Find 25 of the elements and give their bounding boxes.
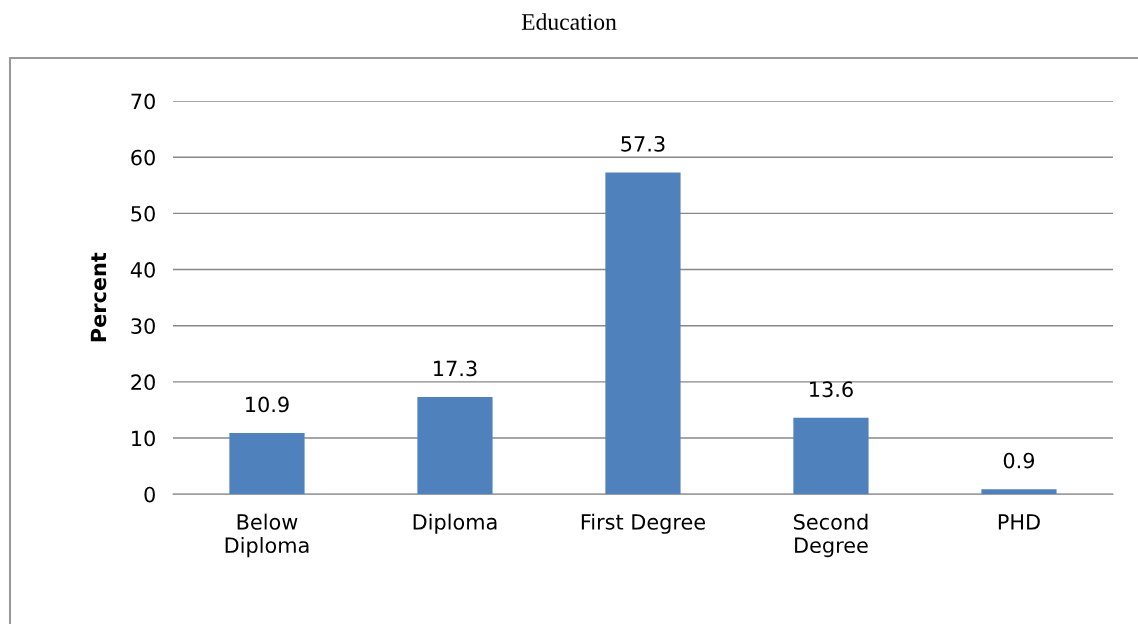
x-tick-label: Diploma bbox=[413, 513, 497, 534]
x-tick-label: First Degree bbox=[581, 513, 705, 534]
bar bbox=[417, 397, 493, 495]
y-axis-title: Percent bbox=[90, 252, 107, 342]
bar bbox=[229, 432, 305, 495]
x-tick-label: Below Diploma bbox=[225, 513, 309, 558]
chart-title: Education bbox=[521, 13, 617, 30]
x-tick-label: PHD bbox=[998, 514, 1040, 530]
y-tick-label: 50 bbox=[131, 205, 155, 222]
data-label: 10.9 bbox=[246, 396, 289, 413]
y-tick-label: 60 bbox=[131, 149, 155, 166]
data-label: 57.3 bbox=[621, 135, 665, 152]
y-tick-label: 70 bbox=[131, 93, 155, 110]
y-tick-label: 40 bbox=[130, 262, 155, 278]
bar bbox=[605, 172, 681, 495]
x-tick-label: Second Degree bbox=[794, 513, 868, 558]
data-label: 0.9 bbox=[1003, 452, 1035, 469]
y-tick-label: 30 bbox=[131, 318, 155, 334]
data-label: 13.6 bbox=[810, 381, 853, 398]
y-tick-label: 0 bbox=[144, 486, 155, 503]
y-tick-label: 20 bbox=[131, 374, 155, 391]
bar bbox=[793, 417, 869, 495]
bar bbox=[981, 489, 1057, 495]
data-label: 17.3 bbox=[434, 360, 477, 377]
y-tick-label: 10 bbox=[132, 430, 155, 447]
